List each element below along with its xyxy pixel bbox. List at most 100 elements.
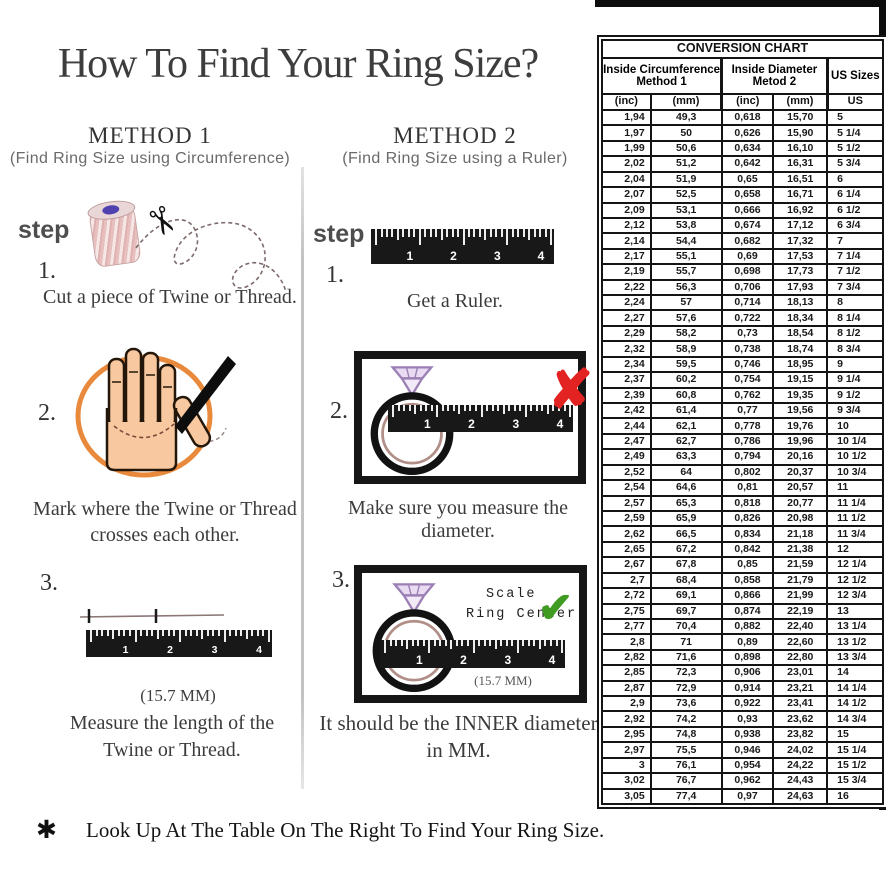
ruler-number: 2 bbox=[468, 416, 475, 431]
method2-step1-number: 1. bbox=[326, 262, 344, 288]
ruler-number: 3 bbox=[504, 652, 512, 667]
subheader-us: US bbox=[826, 93, 884, 111]
table-row: 2,39 60,8 0,762 19,35 9 1/2 bbox=[601, 386, 884, 405]
table-row: 3,05 77,4 0,97 24,63 16 bbox=[601, 787, 884, 806]
method1-heading: METHOD 1 bbox=[88, 123, 212, 148]
page-title: How To Find Your Ring Size? bbox=[57, 41, 539, 87]
method2-step3-caption-line2: in MM. bbox=[426, 738, 491, 762]
ruler-number: 4 bbox=[548, 652, 556, 667]
ruler-number: 2 bbox=[167, 643, 173, 656]
table-row: 2,22 56,3 0,706 17,93 7 3/4 bbox=[601, 278, 884, 297]
ring-illustration bbox=[372, 583, 456, 693]
table-row: 2,02 51,2 0,642 16,31 5 3/4 bbox=[601, 155, 884, 173]
conversion-table-body: 1,94 49,3 0,618 15,70 5 1,97 50 0,626 15,90 5 1/4… bbox=[601, 108, 884, 806]
method1-step1-caption: Cut a piece of Twine or Thread. bbox=[43, 286, 297, 308]
conversion-chart: CONVERSION CHART Inside Circumference Me… bbox=[597, 35, 886, 809]
table-row: 2,59 65,9 0,826 20,98 11 1/2 bbox=[601, 509, 884, 528]
method1-step2-caption-line2: crosses each other. bbox=[90, 524, 240, 546]
table-row: 2,57 65,3 0,818 20,77 11 1/4 bbox=[601, 494, 884, 512]
method1-subheading: (Find Ring Size using Circumference) bbox=[9, 150, 291, 167]
correct-measure-frame: Scale Ring Center ✔ 1 2 3 4 (15.7 MM) bbox=[354, 565, 587, 703]
method2-step2-caption: Make sure you measure the diameter. bbox=[348, 497, 568, 542]
ruler-number: 3 bbox=[512, 416, 520, 431]
table-row: 2,62 66,5 0,834 21,18 11 3/4 bbox=[601, 525, 884, 543]
table-row: 2,75 69,7 0,874 22,19 13 bbox=[601, 602, 884, 620]
table-row: 2,67 67,8 0,85 21,59 12 1/4 bbox=[601, 556, 884, 574]
table-row: 2,7 68,4 0,858 21,79 12 1/2 bbox=[601, 571, 884, 590]
thread-illustration bbox=[135, 218, 287, 293]
conversion-chart-title: CONVERSION CHART bbox=[601, 39, 884, 59]
method1-step3-number: 3. bbox=[40, 570, 58, 596]
method2-measurement-label: (15.7 MM) bbox=[474, 673, 532, 688]
table-row: 2,34 59,5 0,746 18,95 9 bbox=[601, 355, 884, 374]
method2-ruler: 1 2 3 4 bbox=[371, 229, 554, 264]
red-x-icon: ✘ bbox=[548, 360, 594, 420]
table-row: 2,77 70,4 0,882 22,40 13 1/4 bbox=[601, 617, 884, 636]
method1-step3-caption-line2: Twine or Thread. bbox=[103, 739, 241, 761]
table-row: 2,9 73,6 0,922 23,41 14 1/2 bbox=[601, 695, 884, 713]
table-row: 2,65 67,2 0,842 21,38 12 bbox=[601, 540, 884, 559]
scale-note-line1: Scale bbox=[486, 587, 537, 602]
table-row: 2,24 57 0,714 18,13 8 bbox=[601, 294, 884, 312]
table-row: 2,44 62,1 0,778 19,76 10 bbox=[601, 417, 884, 435]
table-row: 2,87 72,9 0,914 23,21 14 1/4 bbox=[601, 679, 884, 698]
table-row: 2,04 51,9 0,65 16,51 6 bbox=[601, 170, 884, 189]
diamond-icon bbox=[392, 583, 436, 615]
table-row: 2,49 63,3 0,794 20,16 10 1/2 bbox=[601, 448, 884, 466]
table-row: 2,92 74,2 0,93 23,62 14 3/4 bbox=[601, 710, 884, 728]
table-row: 2,72 69,1 0,866 21,99 12 3/4 bbox=[601, 587, 884, 605]
method2-step2-number: 2. bbox=[330, 398, 348, 424]
method2-step3-caption-line1: It should be the INNER diameter bbox=[319, 711, 598, 735]
table-row: 2,29 58,2 0,73 18,54 8 1/2 bbox=[601, 324, 884, 343]
ruler-number: 1 bbox=[415, 652, 423, 667]
table-row: 2,95 74,8 0,938 23,82 15 bbox=[601, 725, 884, 744]
hand-illustration bbox=[75, 347, 236, 478]
table-row: 3 76,1 0,954 24,22 15 1/2 bbox=[601, 756, 884, 775]
top-border-line bbox=[595, 0, 886, 7]
method2-heading: METHOD 2 bbox=[393, 123, 517, 148]
subheader-inc-2: (inc) bbox=[720, 93, 775, 111]
footnote-asterisk-icon: ✱ bbox=[36, 816, 57, 844]
table-row: 1,97 50 0,626 15,90 5 1/4 bbox=[601, 124, 884, 142]
table-row: 2,47 62,7 0,786 19,96 10 1/4 bbox=[601, 432, 884, 451]
table-row: 2,14 54,4 0,682 17,32 7 bbox=[601, 232, 884, 250]
subheader-mm-2: (mm) bbox=[772, 93, 829, 111]
column-group-diameter: Inside Diameter Metod 2 bbox=[720, 57, 829, 95]
ruler-number: 3 bbox=[211, 643, 218, 656]
subheader-inc-1: (inc) bbox=[601, 93, 652, 111]
ruler-number: 1 bbox=[122, 643, 129, 656]
column-divider bbox=[301, 167, 304, 789]
ruler-number: 2 bbox=[460, 652, 467, 667]
table-row: 3,02 76,7 0,962 24,43 15 3/4 bbox=[601, 772, 884, 790]
table-row: 2,32 58,9 0,738 18,74 8 3/4 bbox=[601, 340, 884, 358]
ruler-number: 3 bbox=[493, 248, 501, 263]
method1-step2-number: 2. bbox=[38, 400, 56, 426]
method2-step-label: step bbox=[313, 220, 365, 248]
measured-thread-line bbox=[79, 609, 225, 623]
ruler-number: 4 bbox=[556, 416, 564, 431]
ruler-number: 4 bbox=[537, 248, 545, 263]
pen-icon bbox=[175, 356, 236, 434]
method2-step3-number: 3. bbox=[332, 567, 350, 593]
ruler-number: 1 bbox=[423, 416, 431, 431]
table-row: 2,27 57,6 0,722 18,34 8 1/4 bbox=[601, 309, 884, 327]
table-row: 2,85 72,3 0,906 23,01 14 bbox=[601, 664, 884, 682]
column-group-us-sizes: US Sizes bbox=[826, 57, 884, 95]
table-row: 2,42 61,4 0,77 19,56 9 3/4 bbox=[601, 401, 884, 420]
table-row: 2,8 71 0,89 22,60 13 1/2 bbox=[601, 633, 884, 651]
method2-subheading: (Find Ring Size using a Ruler) bbox=[342, 150, 568, 167]
method2-step1-caption: Get a Ruler. bbox=[406, 290, 504, 312]
table-row: 2,17 55,1 0,69 17,53 7 1/4 bbox=[601, 247, 884, 266]
table-row: 1,94 49,3 0,618 15,70 5 bbox=[601, 108, 884, 127]
table-row: 2,12 53,8 0,674 17,12 6 3/4 bbox=[601, 216, 884, 235]
diamond-icon bbox=[390, 366, 434, 398]
table-row: 2,19 55,7 0,698 17,73 7 1/2 bbox=[601, 263, 884, 281]
ruler-number: 4 bbox=[256, 643, 262, 656]
method1-step1-number: 1. bbox=[38, 258, 56, 284]
method1-step-label: step bbox=[18, 216, 70, 244]
column-group-circumference: Inside Circumference Method 1 bbox=[601, 57, 724, 95]
ruler-number: 1 bbox=[406, 248, 414, 263]
ruler-number: 2 bbox=[450, 248, 457, 263]
table-row: 2,09 53,1 0,666 16,92 6 1/2 bbox=[601, 201, 884, 219]
